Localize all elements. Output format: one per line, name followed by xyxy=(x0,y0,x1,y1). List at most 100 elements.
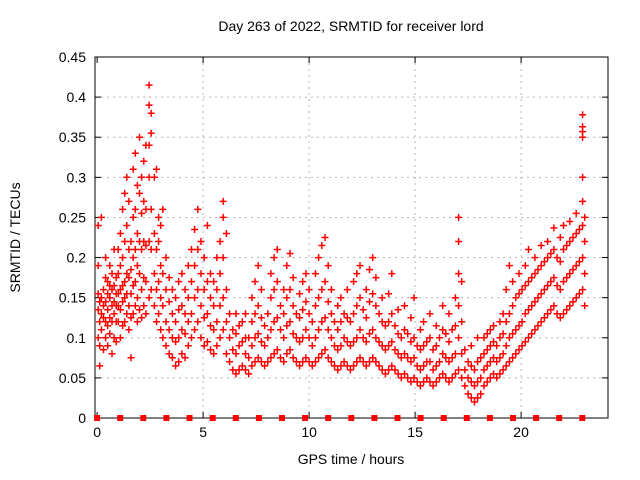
data-point-marker xyxy=(401,370,408,378)
data-point-marker xyxy=(106,330,114,338)
y-tick-label: 0.1 xyxy=(67,330,87,346)
data-point-marker xyxy=(165,298,173,306)
data-point-marker xyxy=(410,334,418,342)
data-point-marker xyxy=(321,278,329,286)
data-point-marker xyxy=(267,354,275,362)
data-point-marker xyxy=(397,334,405,342)
data-point-marker xyxy=(505,310,513,318)
data-point-marker xyxy=(219,326,227,334)
data-point-marker xyxy=(378,342,386,350)
data-point-marker xyxy=(305,358,313,366)
data-point-marker xyxy=(566,302,574,310)
data-point-marker xyxy=(378,294,386,302)
data-point-marker xyxy=(474,358,482,366)
data-point-marker xyxy=(375,338,383,346)
data-point-marker xyxy=(277,302,284,310)
data-point-marker xyxy=(121,318,129,326)
data-point-marker xyxy=(222,318,230,326)
data-point-marker xyxy=(445,358,453,366)
data-point-marker xyxy=(150,302,158,310)
data-point-marker xyxy=(97,294,105,302)
data-point-marker xyxy=(420,342,428,350)
data-point-marker xyxy=(165,326,173,334)
data-point-marker xyxy=(537,242,545,249)
data-point-marker xyxy=(194,286,202,294)
baseline-markers xyxy=(94,415,586,421)
data-point-marker xyxy=(544,254,552,262)
data-point-marker xyxy=(188,246,195,253)
data-point-marker xyxy=(222,286,230,294)
data-point-marker xyxy=(125,197,133,205)
data-point-marker xyxy=(448,326,456,334)
data-point-marker xyxy=(165,274,173,282)
data-point-marker xyxy=(184,262,192,270)
data-point-marker xyxy=(455,334,463,342)
data-point-marker xyxy=(505,358,513,366)
data-point-marker xyxy=(194,318,202,326)
data-point-marker xyxy=(388,362,396,370)
baseline-square-marker xyxy=(325,415,332,421)
data-point-marker xyxy=(490,322,497,330)
data-point-marker xyxy=(119,298,127,306)
data-point-marker xyxy=(372,302,380,310)
data-point-marker xyxy=(458,350,466,358)
data-point-marker xyxy=(369,326,377,334)
data-point-marker xyxy=(512,326,520,334)
data-point-marker xyxy=(407,314,415,322)
baseline-square-marker xyxy=(302,415,309,421)
data-point-marker xyxy=(264,358,272,366)
data-point-marker xyxy=(142,278,150,286)
data-point-marker xyxy=(110,298,118,306)
data-point-marker xyxy=(521,310,529,318)
data-point-marker xyxy=(544,282,552,290)
data-point-marker xyxy=(540,314,548,322)
data-point-marker xyxy=(455,270,463,278)
data-point-marker xyxy=(242,366,249,374)
data-point-marker xyxy=(172,338,180,346)
data-point-marker xyxy=(104,322,112,330)
data-point-marker xyxy=(337,342,345,350)
data-point-marker xyxy=(270,318,278,326)
data-point-marker xyxy=(353,302,361,310)
data-point-marker xyxy=(165,350,173,358)
data-point-marker xyxy=(200,286,208,294)
data-point-marker xyxy=(413,342,421,350)
data-point-marker xyxy=(129,165,137,173)
data-point-marker xyxy=(327,286,335,294)
data-point-marker xyxy=(229,326,237,334)
data-point-marker xyxy=(153,246,160,253)
data-point-marker xyxy=(251,334,259,342)
data-point-marker xyxy=(362,362,370,370)
data-point-marker xyxy=(133,230,141,237)
data-point-marker xyxy=(267,326,275,334)
data-point-marker xyxy=(242,350,249,358)
data-point-marker xyxy=(410,294,418,302)
data-point-marker xyxy=(480,334,488,342)
x-tick-label: 20 xyxy=(513,424,529,440)
data-point-marker xyxy=(147,205,155,213)
data-point-marker xyxy=(145,238,153,245)
data-point-marker xyxy=(353,334,361,342)
data-point-marker xyxy=(525,246,532,253)
data-point-marker xyxy=(416,366,424,374)
data-point-marker xyxy=(197,238,205,245)
data-point-marker xyxy=(404,330,412,338)
data-point-marker xyxy=(267,294,275,302)
baseline-square-marker xyxy=(163,415,170,421)
data-point-marker xyxy=(302,354,310,362)
data-point-marker xyxy=(563,242,571,249)
data-point-marker xyxy=(566,238,574,245)
data-point-marker xyxy=(112,274,120,282)
data-point-marker xyxy=(331,342,338,350)
data-point-marker xyxy=(515,322,523,330)
data-point-marker xyxy=(280,310,288,318)
data-point-marker xyxy=(175,306,183,314)
data-point-marker xyxy=(346,366,354,374)
data-point-marker xyxy=(136,270,143,278)
data-point-marker xyxy=(445,310,453,318)
data-point-marker xyxy=(334,326,342,334)
data-point-marker xyxy=(175,358,183,366)
data-point-marker xyxy=(232,310,240,318)
data-point-marker xyxy=(238,338,246,346)
data-point-marker xyxy=(318,242,326,249)
